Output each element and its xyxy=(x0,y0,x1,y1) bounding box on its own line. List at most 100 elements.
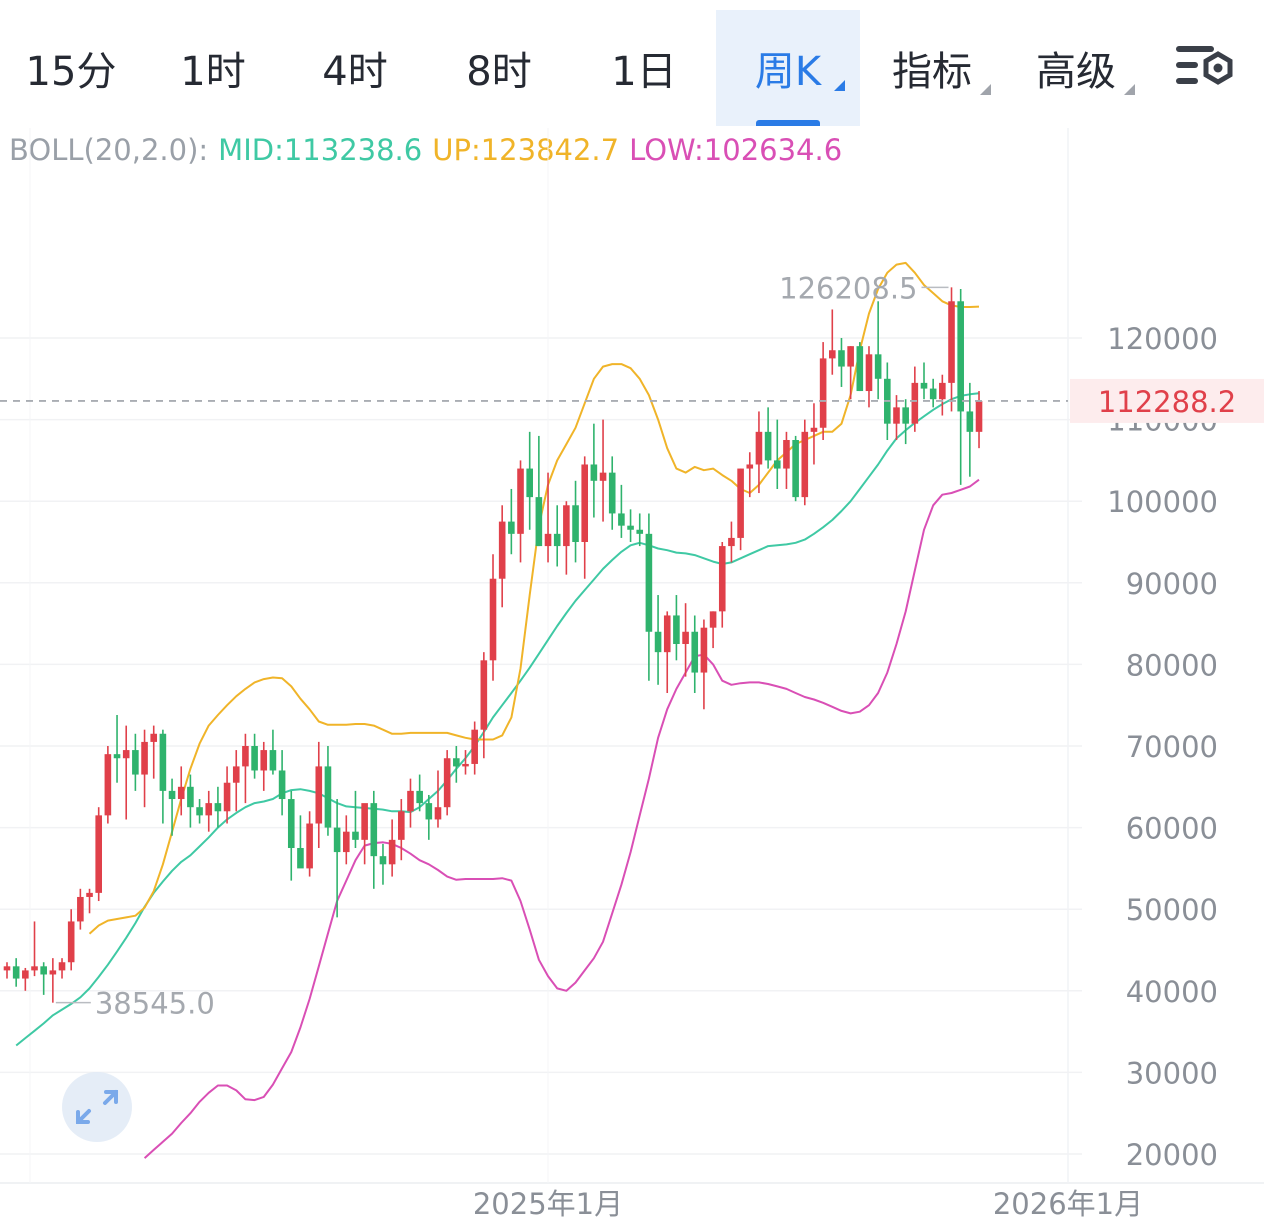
boll-mid: MID:113238.6 xyxy=(218,133,423,167)
candle xyxy=(232,750,240,812)
candle xyxy=(508,488,515,555)
candle xyxy=(663,611,671,693)
candle xyxy=(682,603,689,677)
candle xyxy=(67,909,75,971)
x-tick-label: 2025年1月 xyxy=(473,1187,623,1221)
y-tick-label: 60000 xyxy=(1126,812,1218,846)
candle-body xyxy=(691,631,699,673)
candle-body xyxy=(792,440,799,498)
candle xyxy=(86,888,93,914)
candle-body xyxy=(297,848,304,869)
candle-body xyxy=(370,803,378,857)
candle-body xyxy=(535,497,543,547)
candle-body xyxy=(966,411,974,432)
active-tab-indicator xyxy=(756,120,820,126)
candle-body xyxy=(572,505,579,542)
candle xyxy=(709,611,717,649)
tab-1h[interactable]: 1时 xyxy=(142,10,284,126)
candle xyxy=(819,342,827,440)
y-tick-label: 90000 xyxy=(1126,567,1218,601)
candle-body xyxy=(654,631,662,653)
tab-8h[interactable]: 8时 xyxy=(426,10,572,126)
candle-body xyxy=(223,782,231,812)
candle-body xyxy=(453,758,460,767)
candle xyxy=(251,733,258,779)
candle xyxy=(911,366,919,432)
tab-4h[interactable]: 4时 xyxy=(284,10,426,126)
tab-label: 1日 xyxy=(611,49,677,95)
y-tick-label: 40000 xyxy=(1126,975,1218,1009)
candle-body xyxy=(975,400,983,432)
candle-body xyxy=(819,358,827,428)
candle xyxy=(939,374,946,416)
candle-body xyxy=(242,746,249,767)
candle xyxy=(700,619,708,710)
dropdown-corner-icon xyxy=(834,80,845,91)
candle-body xyxy=(104,754,112,816)
candle-body xyxy=(416,790,423,804)
candle xyxy=(718,542,726,628)
candle xyxy=(673,595,680,661)
tab-label: 1时 xyxy=(180,49,246,95)
candle xyxy=(847,346,854,400)
current-price-label: 112288.2 xyxy=(1098,385,1236,419)
candle-body xyxy=(352,831,359,840)
candle xyxy=(269,729,277,775)
candle-body xyxy=(737,468,744,538)
candle xyxy=(159,729,167,824)
chart-settings-button[interactable] xyxy=(1172,40,1236,96)
candle-body xyxy=(443,758,451,808)
tab-15min[interactable]: 15分 xyxy=(0,10,142,126)
candle-body xyxy=(12,966,20,979)
y-tick-label: 20000 xyxy=(1126,1138,1218,1172)
expand-chart-button[interactable] xyxy=(62,1072,132,1142)
candle xyxy=(783,431,790,489)
candle xyxy=(352,790,359,848)
candle xyxy=(407,778,414,828)
candle-body xyxy=(663,615,671,653)
candle xyxy=(443,750,451,816)
tab-1d[interactable]: 1日 xyxy=(572,10,716,126)
candle-body xyxy=(929,388,937,400)
candle-body xyxy=(553,533,561,547)
candle-body xyxy=(544,533,552,547)
candle-body xyxy=(425,803,433,820)
candle xyxy=(948,287,955,412)
candle xyxy=(278,750,286,816)
y-tick-label: 100000 xyxy=(1107,485,1218,519)
candle-body xyxy=(398,811,405,840)
candle xyxy=(553,505,561,567)
candle-body xyxy=(260,750,268,771)
candle-body xyxy=(361,803,368,840)
candle-body xyxy=(755,431,763,465)
candle-body xyxy=(893,407,900,424)
candle xyxy=(77,888,84,930)
candle xyxy=(287,790,295,881)
candle xyxy=(205,790,213,832)
candle xyxy=(453,746,460,783)
candle xyxy=(242,733,249,804)
boll-low: LOW:102634.6 xyxy=(629,133,843,167)
candle xyxy=(3,962,11,979)
x-tick-label: 2026年1月 xyxy=(993,1187,1143,1221)
candle-body xyxy=(599,472,607,481)
dropdown-corner-icon xyxy=(980,84,991,95)
candle xyxy=(122,725,130,820)
candle xyxy=(388,819,396,877)
candle-body xyxy=(388,839,396,865)
candle xyxy=(40,962,47,995)
candle xyxy=(297,815,304,869)
candle xyxy=(608,456,616,530)
candle-body xyxy=(315,766,323,824)
weekly-kline-chart[interactable]: 20000 30000 40000 50000 60000 70000 80000 90000… xyxy=(0,128,1264,1223)
candle-body xyxy=(718,546,726,612)
tab-weekly[interactable]: 周K xyxy=(716,10,860,126)
candle-body xyxy=(847,346,854,367)
candle xyxy=(471,721,478,775)
candle-body xyxy=(498,521,506,579)
candle-body xyxy=(132,750,139,775)
tab-indicators[interactable]: 指标 xyxy=(860,10,1004,126)
candle xyxy=(590,423,598,518)
tab-advanced[interactable]: 高级 xyxy=(1004,10,1148,126)
candle-body xyxy=(636,529,644,534)
